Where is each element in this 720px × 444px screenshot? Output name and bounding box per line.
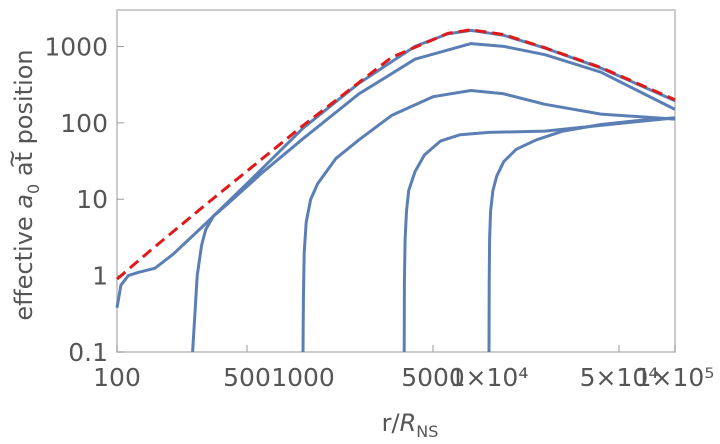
x-tick-label: 1×10⁴ [450,363,529,392]
x-tick-label: 100 [93,363,141,392]
y-ticks: 0.1 1 10 100 1000 [44,32,124,367]
series-line-4 [402,116,676,353]
plot-frame [116,9,676,353]
series-line-5 [487,116,676,353]
y-tick-label: 0.1 [68,338,108,367]
y-tick-label: 1000 [44,32,108,61]
y-tick-label: 1 [92,262,108,291]
series-group [115,28,676,353]
series-line-3 [301,89,676,353]
x-tick-label: 1000 [271,363,335,392]
series-line-dashed-limit [116,28,676,281]
y-tick-label: 10 [76,185,108,214]
x-tick-label: 1×10⁵ [636,363,715,392]
y-axis-label-tilde: ~ [0,149,26,169]
y-tick-label: 100 [60,109,108,138]
x-tick-label: 5×10⁴ [580,363,659,392]
series-line-2 [191,42,676,353]
x-tick-label: 500 [223,363,271,392]
y-axis-label: effective a0 at position [10,49,43,320]
x-axis-label: r/RNS [382,409,439,441]
x-tick-label: 5000 [401,363,465,392]
